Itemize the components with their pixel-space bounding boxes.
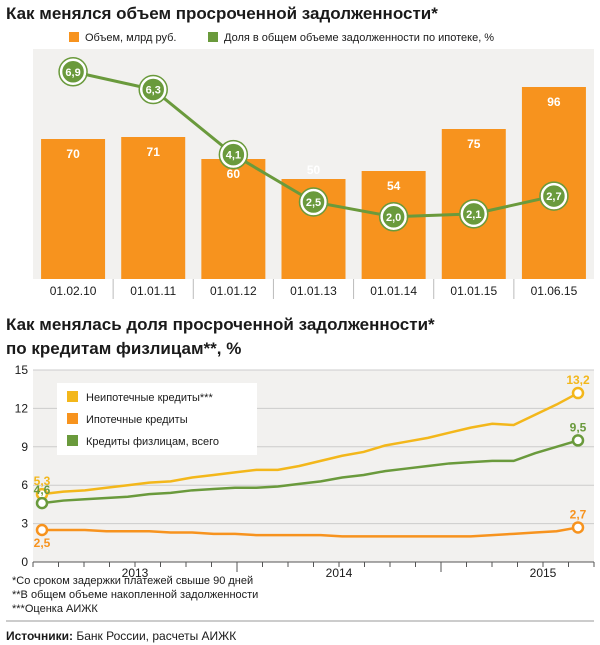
source-text: Банк России, расчеты АИЖК	[73, 629, 236, 643]
x-tick-label: 2013	[122, 566, 149, 580]
share-point-label: 2,0	[386, 212, 401, 224]
bar-value-label: 50	[307, 163, 321, 177]
legend-swatch-volume	[69, 32, 79, 42]
series-point-total	[35, 496, 49, 510]
x-tick-label: 01.01.12	[210, 284, 257, 298]
bar-value-label: 70	[66, 147, 80, 161]
legend-box	[57, 383, 257, 455]
share-point-ring	[138, 74, 168, 105]
share-point-label: 6,9	[65, 67, 80, 79]
x-tick-label: 01.01.14	[370, 284, 417, 298]
share-point-ring	[378, 202, 409, 232]
share-point-ring	[58, 57, 88, 87]
series-line-total	[41, 439, 579, 505]
share-point-ring	[218, 139, 249, 170]
bar-value-label: 75	[467, 137, 481, 151]
legend-label-mortgage: Ипотечные кредиты	[86, 414, 188, 426]
y-tick-label: 9	[21, 440, 28, 454]
share-point-label: 6,3	[146, 85, 161, 97]
series-value-label-total: 4,6	[34, 483, 51, 497]
x-tick-label: 01.06.15	[531, 284, 578, 298]
y-tick-label: 12	[15, 401, 29, 415]
bar-01.01.12	[201, 159, 266, 279]
x-tick-label: 01.01.15	[450, 284, 497, 298]
share-point-ring	[298, 187, 329, 217]
footnote-2: **В общем объеме накопленной задолженнос…	[12, 589, 258, 601]
series-line-mortgage	[42, 526, 579, 538]
series-point-mortgage	[571, 521, 585, 534]
bar-value-label: 54	[387, 179, 401, 193]
bar-value-label: 60	[227, 167, 241, 181]
share-point-label: 2,7	[546, 191, 561, 203]
y-tick-label: 15	[15, 363, 29, 377]
share-point	[380, 203, 407, 231]
bar-01.01.11	[121, 137, 186, 279]
legend-label-volume: Объем, млрд руб.	[85, 32, 176, 44]
bar-value-label: 96	[547, 95, 561, 109]
series-point-total	[571, 434, 585, 447]
bar-value-label: 71	[147, 145, 161, 159]
legend-label-non-mortgage: Неипотечные кредиты***	[86, 392, 213, 404]
bar-01.02.10	[41, 139, 106, 279]
legend-swatch-mortgage	[67, 413, 78, 424]
chart1-legend: Объем, млрд руб. Доля в общем объеме зад…	[69, 32, 494, 44]
footnote-1: *Со сроком задержки платежей свыше 90 дн…	[12, 575, 253, 587]
chart2-legend: Неипотечные кредиты*** Ипотечные кредиты…	[57, 383, 257, 455]
share-point	[540, 182, 568, 210]
share-point	[220, 141, 247, 168]
share-point-ring	[539, 181, 569, 211]
x-tick-label: 01.01.11	[130, 284, 176, 298]
series-point-mortgage	[35, 523, 49, 537]
source-label: Источники:	[6, 629, 73, 643]
x-tick-label: 01.02.10	[50, 284, 97, 298]
chart1-title: Как менялся объем просроченной задолженн…	[6, 4, 438, 23]
series-value-label-mortgage: 2,5	[34, 536, 51, 550]
x-tick-label: 01.01.13	[290, 284, 337, 298]
legend-label-share: Доля в общем объеме задолженности по ипо…	[224, 32, 494, 44]
chart2-title-line1: Как менялась доля просроченной задолженн…	[6, 315, 435, 334]
legend-swatch-total	[67, 435, 78, 446]
y-tick-label: 3	[21, 517, 28, 531]
chart2-title-line2: по кредитам физлицам**, %	[6, 339, 241, 358]
share-point	[300, 188, 327, 216]
y-tick-label: 0	[21, 555, 28, 569]
legend-swatch-non-mortgage	[67, 391, 78, 402]
series-value-label-non-mortgage: 13,2	[566, 373, 590, 387]
source-line: Источники: Банк России, расчеты АИЖК	[6, 629, 236, 643]
share-point	[460, 200, 488, 228]
series-value-label-non-mortgage: 5,3	[34, 474, 51, 488]
share-point	[59, 58, 87, 86]
legend-label-total: Кредиты физлицам, всего	[86, 436, 219, 448]
share-point-ring	[459, 199, 489, 229]
series-line-non-mortgage	[41, 391, 579, 496]
series-point-non-mortgage	[571, 386, 585, 400]
series-value-label-total: 9,5	[570, 420, 587, 434]
x-tick-label: 2014	[326, 566, 353, 580]
share-point	[139, 76, 167, 103]
footnote-3: ***Оценка АИЖК	[12, 603, 98, 615]
share-point-label: 2,5	[306, 197, 321, 209]
share-point-label: 2,1	[466, 209, 481, 221]
legend-swatch-share	[208, 32, 218, 42]
share-point-label: 4,1	[226, 150, 241, 162]
series-value-label-mortgage: 2,7	[570, 507, 587, 521]
y-tick-label: 6	[21, 478, 28, 492]
x-tick-label: 2015	[530, 566, 557, 580]
